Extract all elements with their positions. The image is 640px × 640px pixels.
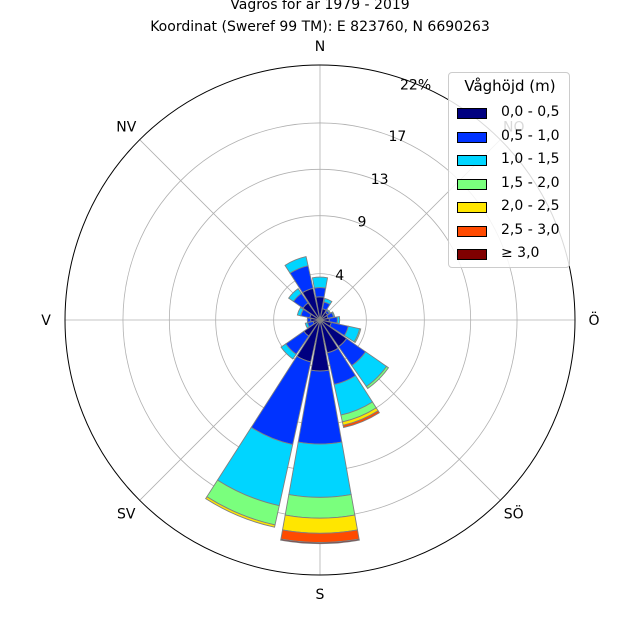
radial-tick-label: 13 xyxy=(371,172,389,188)
bar-Ö-bin-2 xyxy=(336,316,341,324)
outer-circle xyxy=(64,64,576,576)
bar-S-bin-6 xyxy=(280,538,360,545)
bar-S-bin-2 xyxy=(288,441,352,498)
bar-SSV-bin-4 xyxy=(205,496,276,528)
bar-SSO-bin-5 xyxy=(342,410,380,429)
bar-ONO-bin-2 xyxy=(331,311,336,318)
radial-max-label: 22% xyxy=(400,77,431,93)
bar-NV-bin-2 xyxy=(287,287,303,303)
bar-S-bin-4 xyxy=(281,514,359,534)
bar-N-bin-1 xyxy=(313,287,327,298)
legend-label: ≥ 3,0 xyxy=(501,245,540,261)
bar-NO-bin-2 xyxy=(326,308,332,314)
bar-NNO-bin-2 xyxy=(323,297,333,306)
legend-swatch xyxy=(457,178,487,190)
legend-swatch xyxy=(457,225,487,237)
direction-label-V: V xyxy=(41,313,51,329)
direction-label-SV: SV xyxy=(117,507,136,523)
bar-S-bin-3 xyxy=(284,494,356,519)
radial-tick-label: 9 xyxy=(357,215,366,231)
bar-SV-bin-2 xyxy=(280,343,297,360)
rose-bars xyxy=(205,256,390,545)
chart-subtitle: Koordinat (Sweref 99 TM): E 823760, N 66… xyxy=(150,19,490,35)
bar-VSV-bin-2 xyxy=(304,322,310,329)
legend-label: 2,0 - 2,5 xyxy=(501,198,560,214)
bar-VNV-bin-2 xyxy=(296,306,305,317)
legend-label: 2,5 - 3,0 xyxy=(501,221,560,238)
radial-tick-label: 4 xyxy=(335,268,344,284)
chart-title: Vågros för år 1979 - 2019 xyxy=(230,0,410,13)
bar-SÖ-bin-3 xyxy=(365,365,390,390)
legend-swatch xyxy=(457,108,487,119)
direction-label-Ö: Ö xyxy=(588,311,599,329)
bar-NNV-bin-2 xyxy=(284,256,309,274)
direction-label-S: S xyxy=(316,587,325,603)
grid-spoke xyxy=(139,139,321,321)
bar-N-bin-2 xyxy=(311,276,329,289)
legend-swatch xyxy=(457,131,487,143)
bar-V-bin-1 xyxy=(306,317,312,323)
direction-label-N: N xyxy=(315,39,325,55)
direction-label-NV: NV xyxy=(116,119,136,135)
radial-tick-label: 17 xyxy=(388,129,406,145)
legend-label: 0,5 - 1,0 xyxy=(501,127,560,144)
legend-swatch xyxy=(457,202,487,213)
legend-label: 1,0 - 1,5 xyxy=(501,151,560,167)
legend: Våghöjd (m) 0,0 - 0,5 0,5 - 1,0 1,0 - 1,5 1… xyxy=(448,72,570,268)
legend-title: Våghöjd (m) xyxy=(464,77,556,95)
legend-swatch xyxy=(457,249,487,260)
direction-label-SÖ: SÖ xyxy=(504,505,524,523)
legend-label: 1,5 - 2,0 xyxy=(501,174,560,191)
legend-label: 0,0 - 0,5 xyxy=(501,104,560,120)
bar-OSO-bin-3 xyxy=(353,328,362,344)
legend-swatch xyxy=(457,155,487,166)
